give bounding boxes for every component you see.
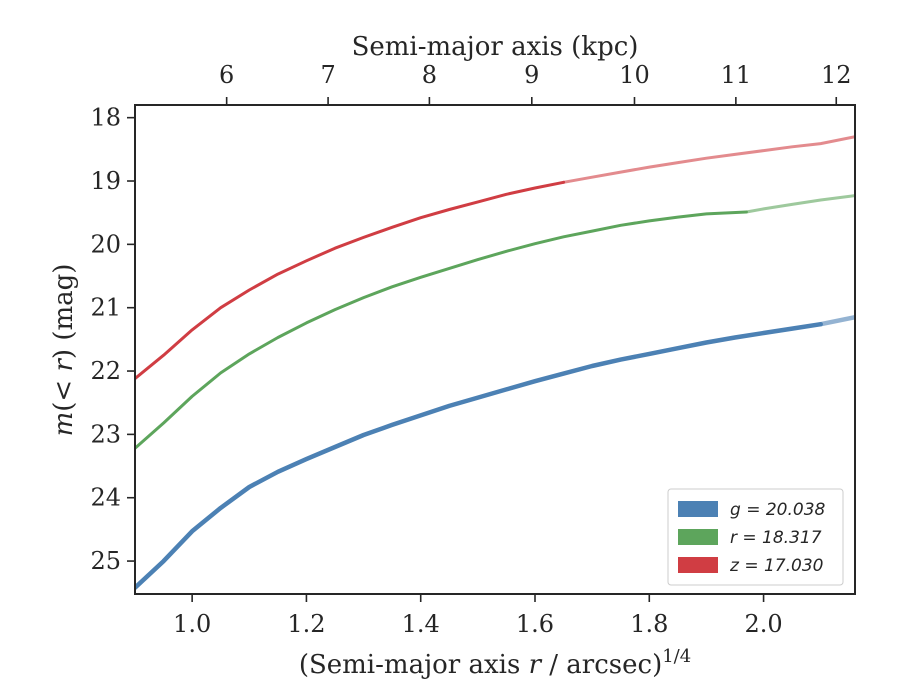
series-line-faded [562, 135, 855, 184]
x-tick-label: 2.0 [744, 610, 782, 638]
top-x-tick-label: 7 [320, 61, 335, 89]
y-tick-label: 22 [90, 357, 121, 385]
series-1 [135, 194, 855, 450]
legend-entry: g = 20.038 [678, 500, 826, 520]
legend-label: g = 20.038 [730, 500, 826, 520]
x-tick-label: 1.8 [630, 610, 668, 638]
series-line-faded [818, 314, 855, 327]
series-line-faded [744, 194, 855, 214]
y-axis-label: m(< r) (mag) [49, 264, 79, 437]
series-0 [135, 314, 855, 590]
legend-swatch [678, 501, 718, 517]
legend-label: r = 18.317 [730, 528, 822, 548]
x-tick-label: 1.2 [287, 610, 325, 638]
series-line [135, 210, 748, 450]
top-x-axis-label: Semi-major axis (kpc) [352, 32, 639, 62]
series-line [135, 321, 823, 590]
legend-swatch [678, 557, 718, 573]
top-x-tick-label: 11 [721, 61, 752, 89]
plot-frame [134, 104, 856, 595]
legend-entry: r = 18.317 [678, 528, 822, 548]
plot-area [135, 135, 855, 590]
top-x-tick-label: 8 [422, 61, 437, 89]
series-line [135, 180, 566, 381]
y-tick-label: 24 [90, 484, 121, 512]
top-x-tick-label: 6 [219, 61, 234, 89]
y-tick-label: 23 [90, 420, 121, 448]
legend-swatch [678, 529, 718, 545]
top-x-tick-label: 12 [821, 61, 852, 89]
x-axis-label: (Semi-major axis r / arcsec)1/4 [299, 646, 691, 680]
x-tick-label: 1.4 [402, 610, 440, 638]
y-tick-label: 19 [90, 167, 121, 195]
y-tick-label: 20 [90, 230, 121, 258]
series-2 [135, 135, 855, 381]
top-x-tick-label: 9 [524, 61, 539, 89]
x-tick-label: 1.6 [516, 610, 554, 638]
y-tick-label: 25 [90, 547, 121, 575]
legend: g = 20.038 r = 18.317 z = 17.030 [667, 488, 844, 586]
y-tick-label: 21 [90, 294, 121, 322]
x-tick-label: 1.0 [173, 610, 211, 638]
top-x-tick-label: 10 [619, 61, 650, 89]
y-tick-label: 18 [90, 104, 121, 132]
legend-label: z = 17.030 [729, 556, 823, 576]
legend-entry: z = 17.030 [678, 556, 823, 576]
axes: 1.0 1.2 1.4 1.6 1.8 2.0 18 19 20 21 22 23 24 25 6 7 8 9 10… [90, 61, 856, 638]
